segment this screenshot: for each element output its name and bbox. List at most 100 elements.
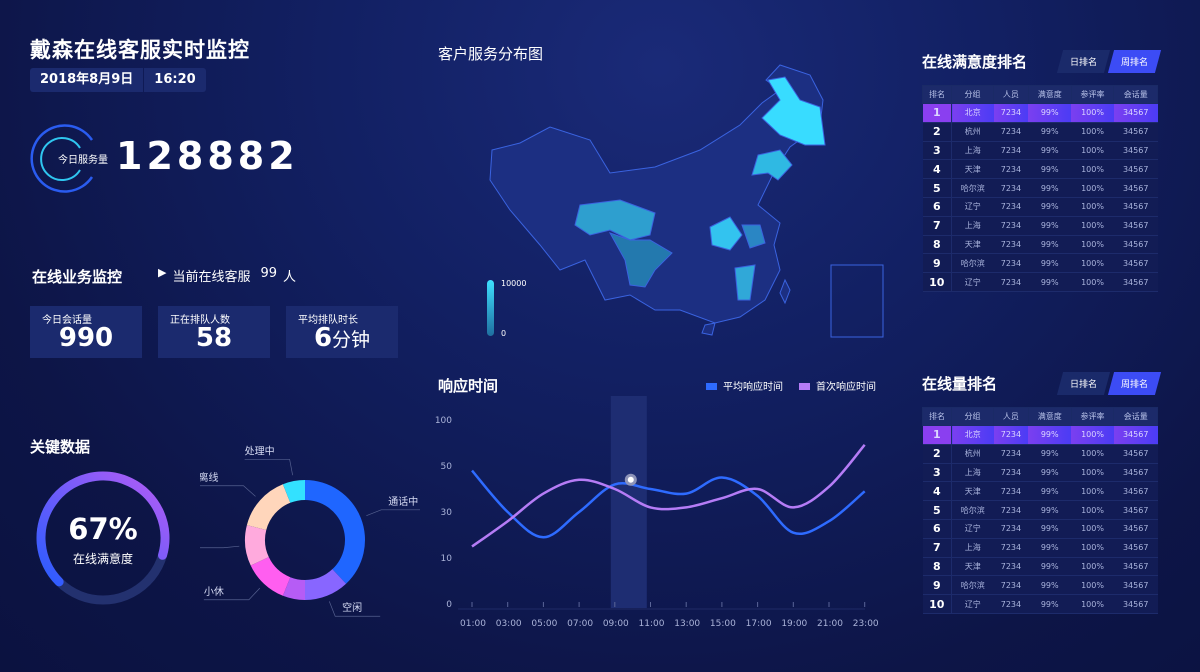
table-cell: 天津 <box>951 235 994 255</box>
table-row[interactable]: 8 天津 7234 99% 100% 34567 <box>922 557 1158 577</box>
gauge-value: 67% <box>68 512 138 546</box>
column-header: 排名 <box>921 407 953 426</box>
table-cell: 7234 <box>993 272 1029 292</box>
table-cell: 7 <box>922 216 953 236</box>
legend-item-first[interactable]: 首次响应时间 <box>799 378 876 393</box>
donut-label: 空闲 <box>342 601 362 614</box>
table-row[interactable]: 5 哈尔滨 7234 99% 100% 34567 <box>922 178 1158 198</box>
map-region-taiwan <box>779 278 791 305</box>
donut-label: 通话中 <box>388 495 418 508</box>
table-row[interactable]: 8 天津 7234 99% 100% 34567 <box>922 235 1158 255</box>
table-row[interactable]: 6 辽宁 7234 99% 100% 34567 <box>922 197 1158 217</box>
table-cell: 8 <box>922 557 953 577</box>
table-cell: 99% <box>1028 594 1072 614</box>
table-row[interactable]: 2 杭州 7234 99% 100% 34567 <box>922 122 1158 142</box>
table-cell: 99% <box>1028 272 1072 292</box>
table-cell: 34567 <box>1113 103 1158 123</box>
table-cell: 99% <box>1028 122 1072 142</box>
table-cell: 34567 <box>1113 481 1158 502</box>
column-header: 参评率 <box>1070 407 1115 426</box>
table-cell: 99% <box>1028 575 1072 596</box>
x-tick-label: 11:00 <box>639 619 665 629</box>
table-row[interactable]: 7 上海 7234 99% 100% 34567 <box>922 538 1158 558</box>
x-tick-label: 01:00 <box>460 619 486 629</box>
table-row[interactable]: 4 天津 7234 99% 100% 34567 <box>922 159 1158 180</box>
table-cell: 杭州 <box>951 122 994 142</box>
table-row[interactable]: 10 辽宁 7234 99% 100% 34567 <box>922 594 1158 614</box>
table-cell: 辽宁 <box>951 519 994 539</box>
service-label: 今日服务量 <box>58 155 108 166</box>
table-cell: 7234 <box>993 159 1029 180</box>
table-cell: 100% <box>1071 519 1114 539</box>
tab-weekly[interactable]: 周排名 <box>1107 49 1162 73</box>
table-cell: 99% <box>1028 425 1072 445</box>
table-row[interactable]: 4 天津 7234 99% 100% 34567 <box>922 481 1158 502</box>
table-cell: 10 <box>922 272 953 292</box>
south-sea-inset <box>830 264 884 338</box>
x-tick-label: 21:00 <box>817 619 843 629</box>
table-cell: 天津 <box>951 159 994 180</box>
table-cell: 7234 <box>993 463 1029 483</box>
table-cell: 上海 <box>951 463 994 483</box>
series-line-0 <box>471 469 866 539</box>
x-tick-label: 07:00 <box>567 619 593 629</box>
table-row[interactable]: 7 上海 7234 99% 100% 34567 <box>922 216 1158 236</box>
column-header: 满意度 <box>1027 85 1072 104</box>
table-cell: 6 <box>922 197 953 217</box>
x-tick-label: 17:00 <box>746 619 772 629</box>
table-cell: 7234 <box>993 141 1029 161</box>
table-cell: 34567 <box>1113 253 1158 274</box>
table-cell: 34567 <box>1113 594 1158 614</box>
tab-daily[interactable]: 日排名 <box>1056 49 1111 73</box>
table-cell: 5 <box>922 178 953 198</box>
table-cell: 5 <box>922 500 953 520</box>
legend-item-avg[interactable]: 平均响应时间 <box>706 378 783 393</box>
table-row[interactable]: 9 哈尔滨 7234 99% 100% 34567 <box>922 253 1158 274</box>
datetime-box: 2018年8月9日 16:20 <box>30 68 206 92</box>
table-cell: 100% <box>1071 500 1114 520</box>
tab-daily[interactable]: 日排名 <box>1056 371 1111 395</box>
table-row[interactable]: 6 辽宁 7234 99% 100% 34567 <box>922 519 1158 539</box>
table-cell: 34567 <box>1113 557 1158 577</box>
business-title: 在线业务监控 <box>32 268 123 286</box>
table-row[interactable]: 3 上海 7234 99% 100% 34567 <box>922 463 1158 483</box>
table-row[interactable]: 10 辽宁 7234 99% 100% 34567 <box>922 272 1158 292</box>
response-time-chart: 0 10 30 50 100 01:00 03:00 05:00 07:00 09:00 11:00… <box>435 396 879 629</box>
card-label: 今日会话量 <box>42 315 92 326</box>
table-row[interactable]: 5 哈尔滨 7234 99% 100% 34567 <box>922 500 1158 520</box>
table-cell: 7234 <box>993 122 1029 142</box>
table-cell: 100% <box>1071 103 1114 123</box>
table-cell: 100% <box>1071 463 1114 483</box>
x-tick-label: 15:00 <box>710 619 736 629</box>
play-triangle-icon: ▶ <box>158 266 167 279</box>
column-header: 人员 <box>993 85 1029 104</box>
table-row[interactable]: 9 哈尔滨 7234 99% 100% 34567 <box>922 575 1158 596</box>
ranking-table: 排名 分组 人员 满意度 参评率 会话量 1 北京 7234 99% 100% 34567 2 杭州 723… <box>921 85 1158 292</box>
map-region-jiangsu <box>741 224 766 249</box>
y-tick-label: 100 <box>435 416 452 426</box>
table-row[interactable]: 2 杭州 7234 99% 100% 34567 <box>922 444 1158 464</box>
table-cell: 哈尔滨 <box>951 253 994 274</box>
key-data-title: 关键数据 <box>30 438 91 456</box>
status-donut: 通话中空闲小休挂起离线处理中 <box>200 444 420 617</box>
y-tick-label: 0 <box>446 600 452 610</box>
table-row[interactable]: 3 上海 7234 99% 100% 34567 <box>922 141 1158 161</box>
table-row[interactable]: 1 北京 7234 99% 100% 34567 <box>922 425 1158 445</box>
map-region-sichuan <box>608 232 673 288</box>
map-legend-min: 0 <box>501 329 507 338</box>
table-cell: 1 <box>922 103 953 123</box>
table-cell: 哈尔滨 <box>951 500 994 520</box>
map-region-jiangxi <box>734 264 756 301</box>
table-cell: 7234 <box>993 557 1029 577</box>
card-value: 6分钟 <box>313 323 371 353</box>
x-tick-label: 19:00 <box>781 619 807 629</box>
map-regions <box>489 64 826 336</box>
column-header: 分组 <box>951 85 995 104</box>
column-header: 排名 <box>921 85 953 104</box>
table-cell: 杭州 <box>951 444 994 464</box>
table-row[interactable]: 1 北京 7234 99% 100% 34567 <box>922 103 1158 123</box>
donut-slice <box>245 525 269 566</box>
table-cell: 7234 <box>993 235 1029 255</box>
table-cell: 4 <box>922 159 953 180</box>
tab-weekly[interactable]: 周排名 <box>1107 371 1162 395</box>
